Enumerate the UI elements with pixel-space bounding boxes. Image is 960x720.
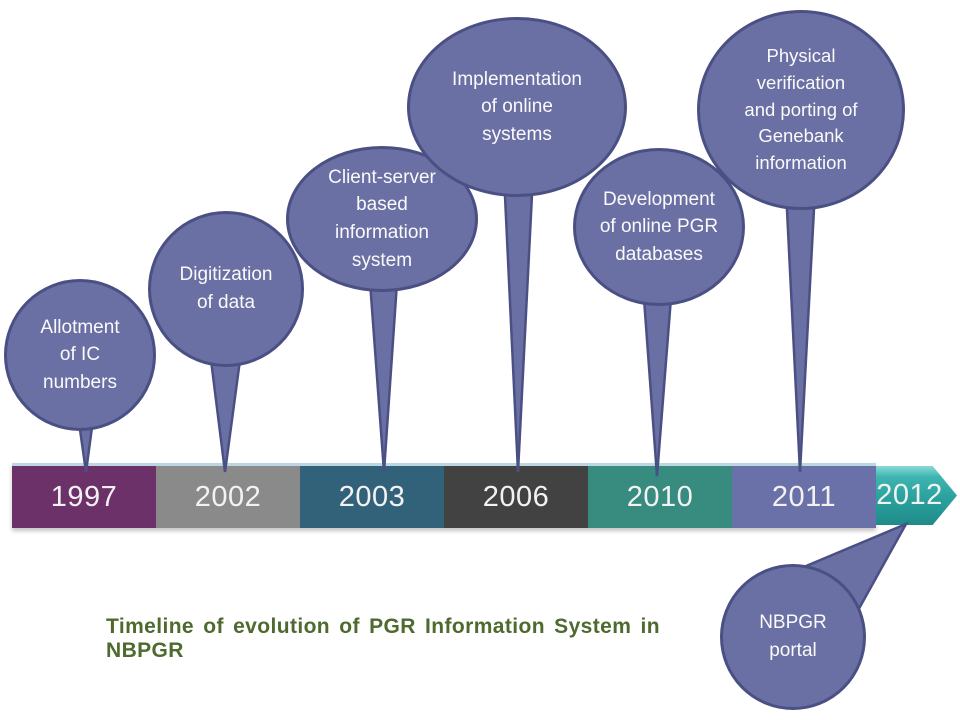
timeline-segment-2003: 2003 xyxy=(300,466,444,528)
balloon-label: Development of online PGR databases xyxy=(599,188,719,265)
balloon-tail-2002 xyxy=(209,358,242,473)
balloon-label: Digitization of data xyxy=(179,264,273,313)
timeline-segment-2002: 2002 xyxy=(156,466,300,528)
year-label-2003: 2003 xyxy=(338,480,406,513)
year-label-2002: 2002 xyxy=(194,480,262,513)
timeline-segment-2011: 2011 xyxy=(732,466,876,528)
balloon-label: Client-server based information system xyxy=(328,166,436,271)
timeline-segment-2006: 2006 xyxy=(444,466,588,528)
balloon-implementation-online-systems: Implementation of online systems xyxy=(407,17,627,197)
year-label-2011: 2011 xyxy=(771,480,837,513)
balloon-tail-2010 xyxy=(641,283,674,477)
timeline-segment-1997: 1997 xyxy=(12,466,156,528)
year-label-2012: 2012 xyxy=(876,479,943,511)
slide-caption: Timeline of evolution of PGR Information… xyxy=(106,615,660,662)
timeline-segment-2010: 2010 xyxy=(588,466,732,528)
balloon-tail-2006 xyxy=(502,173,535,473)
balloon-label: Allotment of IC numbers xyxy=(40,316,120,393)
balloon-physical-verification-genebank: Physical verification and porting of Gen… xyxy=(697,10,905,210)
balloon-allotment-ic-numbers: Allotment of IC numbers xyxy=(4,279,156,431)
balloon-development-online-pgr-databases: Development of online PGR databases xyxy=(573,148,745,306)
balloon-label: NBPGR portal xyxy=(759,612,827,661)
balloon-label: Implementation of online systems xyxy=(452,68,582,145)
balloon-label: Physical verification and porting of Gen… xyxy=(744,44,858,174)
balloon-digitization-of-data: Digitization of data xyxy=(148,211,304,367)
timeline-bar: 1997 2002 2003 2006 2010 2011 xyxy=(12,463,876,528)
balloon-nbpgr-portal: NBPGR portal xyxy=(720,564,866,710)
year-label-2006: 2006 xyxy=(482,480,550,513)
balloon-tail-2011 xyxy=(784,188,817,473)
year-label-1997: 1997 xyxy=(50,480,118,513)
year-label-2010: 2010 xyxy=(626,480,694,513)
balloon-tail-2003 xyxy=(367,266,400,473)
